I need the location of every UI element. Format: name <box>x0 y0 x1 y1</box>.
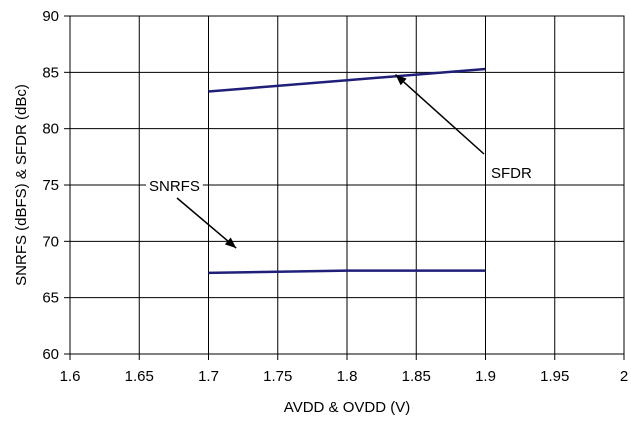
y-tick-label: 80 <box>42 121 59 138</box>
x-tick-label: 1.6 <box>60 368 81 385</box>
y-tick-label: 60 <box>42 346 59 363</box>
x-tick-label: 1.75 <box>263 368 292 385</box>
annotation-arrow-line <box>176 197 237 249</box>
y-tick-label: 90 <box>42 8 59 25</box>
x-tick-label: 1.7 <box>198 368 219 385</box>
x-tick-label: 1.9 <box>475 368 496 385</box>
series-line-snrfs <box>208 269 486 275</box>
y-tick-label: 75 <box>42 177 59 194</box>
x-tick-label: 1.8 <box>337 368 358 385</box>
annotation-arrow-line <box>394 74 485 155</box>
x-tick-label: 1.65 <box>125 368 154 385</box>
annotation-box <box>146 176 203 197</box>
y-tick-label: 85 <box>42 64 59 81</box>
series-line-sfdr <box>208 67 486 93</box>
y-axis-title: SNRFS (dBFS) & SFDR (dBc) <box>13 84 30 286</box>
x-tick-label: 1.85 <box>402 368 431 385</box>
annotation-label-snrfs: SNRFS <box>149 178 200 195</box>
series-layer <box>208 67 486 275</box>
annotation-box <box>488 163 535 184</box>
annotation-arrowhead-icon <box>224 237 237 249</box>
x-tick-label: 2 <box>620 368 628 385</box>
y-tick-label: 65 <box>42 290 59 307</box>
x-axis-title: AVDD & OVDD (V) <box>284 399 410 416</box>
annotation-label-sfdr: SFDR <box>491 165 532 182</box>
y-tick-label: 70 <box>42 233 59 250</box>
tick-layer: 1.6 1.65 1.7 1.75 1.8 1.85 1.9 1.95 2 60 65 70 75 80 8… <box>42 8 628 385</box>
annotation-arrowhead-icon <box>395 74 407 86</box>
annotation-layer: SFDR SNRFS <box>146 74 535 249</box>
x-tick-label: 1.95 <box>540 368 569 385</box>
